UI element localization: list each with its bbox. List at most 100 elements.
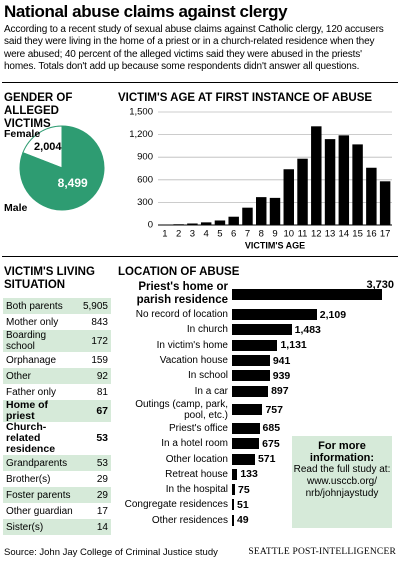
table-row: Foster parents 29 <box>3 487 111 503</box>
category-label: No record of location <box>135 309 228 321</box>
bar <box>269 197 281 225</box>
category-label: In a hotel room <box>161 438 228 450</box>
y-tick-label: 300 <box>137 197 153 208</box>
y-tick-label: 1,200 <box>129 129 153 140</box>
y-tick-label: 1,500 <box>129 107 153 118</box>
category-label: Priest's office <box>169 422 228 434</box>
info-url: www.usccb.org/ nrb/johnjaystudy <box>305 476 379 499</box>
value-label: 49 <box>236 514 249 527</box>
value-label: 1,131 <box>280 339 307 352</box>
row-label: Mother only <box>6 316 59 328</box>
bar-row: In a hotel room 675 <box>116 436 396 451</box>
value-label: 897 <box>271 385 289 398</box>
bar-row: In a car 897 <box>116 383 396 398</box>
category-label: Other residences <box>151 514 228 526</box>
intro: According to a recent study of sexual ab… <box>4 24 384 73</box>
rule <box>2 82 398 83</box>
row-value: 81 <box>96 386 108 398</box>
x-tick-label: 14 <box>339 229 350 240</box>
value-label: 2,109 <box>319 308 347 321</box>
table-row: Mother only 843 <box>3 314 111 330</box>
row-value: 67 <box>79 400 111 422</box>
bar-row: In school 939 <box>116 368 396 383</box>
legend-label: Female <box>4 128 40 140</box>
bar-row: Priest's home or parish residence 3,730 <box>116 279 396 307</box>
bar-row: Other location 571 <box>116 451 396 466</box>
table-row: Both parents 5,905 <box>3 298 111 314</box>
category-label: Other location <box>165 453 228 465</box>
table-row: Church-related residence 53 <box>3 422 111 455</box>
x-tick-label: 17 <box>380 229 391 240</box>
row-label: Both parents <box>3 298 80 314</box>
y-tick-label: 900 <box>137 152 153 163</box>
bar-row: Retreat house 133 <box>116 467 396 482</box>
y-tick-label: 600 <box>137 174 153 185</box>
value-label: 1,483 <box>294 323 321 336</box>
x-tick-label: 9 <box>272 229 277 240</box>
row-label: Brother(s) <box>6 473 51 485</box>
row-label: Boarding school <box>3 330 80 352</box>
bar <box>232 484 236 496</box>
pie-slice <box>19 125 105 211</box>
row-label: Church-related residence <box>6 421 56 455</box>
row-label: Other <box>3 368 80 384</box>
value-label: 133 <box>240 468 258 481</box>
info-heading: For more information: <box>309 440 375 464</box>
row-label: Home of priest <box>3 400 80 422</box>
x-tick-label: 16 <box>366 229 377 240</box>
bar <box>232 404 263 416</box>
bar <box>324 139 336 225</box>
x-tick-label: 15 <box>352 229 363 240</box>
pie-slice <box>22 125 63 169</box>
category-label: In a car <box>194 385 228 397</box>
x-tick-label: 12 <box>311 229 322 240</box>
bar <box>232 385 269 397</box>
bar <box>256 197 267 225</box>
bar <box>338 135 350 225</box>
bar <box>200 222 212 225</box>
info-text: Read the full study at: <box>293 464 391 475</box>
bar <box>297 158 308 225</box>
value-label: 757 <box>265 403 283 416</box>
y-tick-label: 0 <box>148 220 153 231</box>
table-row: Brother(s) 29 <box>3 471 111 487</box>
section-title: VICTIM'S AGE AT FIRST INSTANCE OF ABUSE <box>118 92 373 104</box>
bar <box>232 453 255 465</box>
category-label: Priest's home or parish residence <box>136 281 228 306</box>
x-tick-label: 3 <box>190 229 195 240</box>
table-row: Other 92 <box>3 368 111 384</box>
x-tick-label: 6 <box>231 229 236 240</box>
bar <box>228 216 239 225</box>
row-value: 843 <box>91 316 108 328</box>
bar <box>214 220 226 225</box>
row-label: Sister(s) <box>3 519 80 535</box>
title: National abuse claims against clergy <box>4 2 288 21</box>
x-tick-label: 5 <box>217 229 222 240</box>
bar-row: Priest's office 685 <box>116 421 396 436</box>
location-chart: Priest's home or parish residence 3,730 No… <box>116 279 396 528</box>
bar-row: Congregate residences 51 <box>116 497 396 512</box>
bar <box>232 288 382 300</box>
category-label: Outings (camp, park, pool, etc.) <box>135 398 228 421</box>
section-title: GENDER OF ALLEGED VICTIMS <box>4 92 73 130</box>
table-row: Other guardian 17 <box>3 503 111 519</box>
bar <box>187 223 198 225</box>
x-tick-label: 4 <box>204 229 209 240</box>
category-label: In school <box>187 370 228 382</box>
bar <box>232 468 238 480</box>
x-tick-label: 10 <box>283 229 294 240</box>
row-label: Orphanage <box>6 354 57 366</box>
row-value: 92 <box>79 368 111 384</box>
section-title: LOCATION OF ABUSE <box>118 266 240 278</box>
bar-row: In the hospital 75 <box>116 482 396 497</box>
legend-label: Male <box>4 202 28 214</box>
category-label: Vacation house <box>159 355 228 367</box>
value-label: 3,730 <box>366 279 394 291</box>
bar-row: No record of location 2,109 <box>116 307 396 322</box>
row-label: Father only <box>6 386 57 398</box>
x-tick-label: 2 <box>176 229 181 240</box>
table-row: Orphanage 159 <box>3 352 111 368</box>
table-row: Grandparents 53 <box>3 455 111 471</box>
category-label: In victim's home <box>156 339 228 351</box>
